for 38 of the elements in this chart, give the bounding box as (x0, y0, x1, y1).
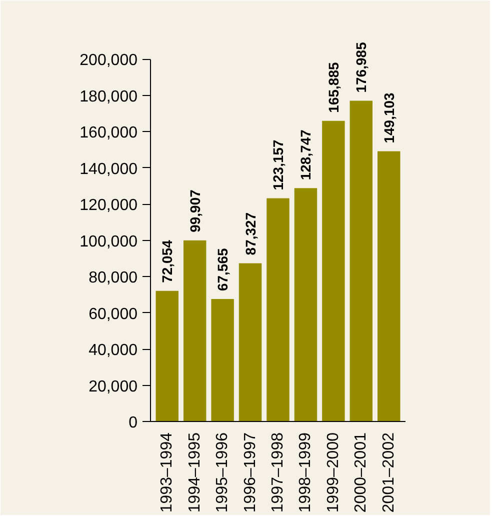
data-label: 67,565 (214, 248, 231, 292)
x-tick-label: 1993–1994 (158, 432, 176, 513)
bar (266, 198, 290, 422)
x-tick-label: 1996–1997 (242, 432, 259, 513)
x-tick-label: 1998–1999 (297, 432, 314, 513)
x-tick-label: 1997–1998 (270, 432, 286, 513)
y-tick-label: 160,000 (80, 124, 138, 142)
x-tick-label: 2000–2001 (352, 432, 370, 513)
bar (378, 151, 400, 422)
y-tick-label: 80,000 (88, 270, 138, 286)
bar (322, 120, 345, 422)
y-tick-label: 180,000 (80, 88, 138, 106)
bar (238, 263, 262, 422)
x-tick-label: 1994–1995 (186, 432, 204, 513)
data-label: 165,885 (325, 62, 342, 113)
y-tick-label: 20,000 (88, 378, 138, 396)
x-tick-label: 2001–2002 (380, 432, 398, 513)
data-label: 87,327 (242, 212, 258, 256)
y-tick-label: 140,000 (80, 160, 138, 178)
y-tick-label: 40,000 (88, 342, 138, 359)
y-tick-label: 100,000 (80, 233, 138, 250)
y-tick-label: 120,000 (80, 197, 138, 214)
x-tick-label: 1999–2000 (324, 432, 342, 513)
y-tick-label: 200,000 (80, 52, 138, 69)
bar (183, 240, 206, 422)
data-label: 149,103 (380, 92, 397, 144)
y-tick-label: 0 (128, 414, 138, 432)
data-label: 128,747 (298, 129, 314, 180)
data-label: 72,054 (159, 240, 176, 283)
bar (156, 290, 178, 422)
y-tick-label: 60,000 (88, 306, 138, 323)
bar (211, 299, 234, 422)
x-tick-label: 1995–1996 (214, 432, 232, 513)
data-label: 99,907 (186, 189, 203, 232)
data-label: 176,985 (353, 42, 370, 93)
bar (350, 100, 373, 422)
data-label: 123,157 (270, 139, 286, 190)
bar (294, 188, 318, 422)
